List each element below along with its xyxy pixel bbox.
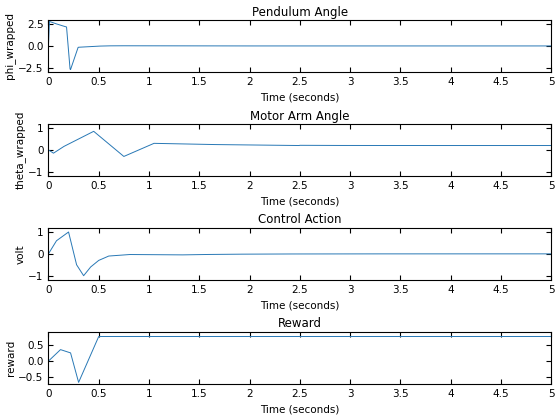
Y-axis label: reward: reward [6,340,16,376]
Y-axis label: phi_wrapped: phi_wrapped [4,13,16,79]
Title: Control Action: Control Action [258,213,342,226]
X-axis label: Time (seconds): Time (seconds) [260,92,339,102]
Y-axis label: volt: volt [16,244,25,264]
X-axis label: Time (seconds): Time (seconds) [260,404,339,415]
Title: Motor Arm Angle: Motor Arm Angle [250,110,349,123]
X-axis label: Time (seconds): Time (seconds) [260,197,339,207]
Y-axis label: theta_wrapped: theta_wrapped [15,111,25,189]
Title: Reward: Reward [278,318,322,331]
X-axis label: Time (seconds): Time (seconds) [260,300,339,310]
Title: Pendulum Angle: Pendulum Angle [252,5,348,18]
